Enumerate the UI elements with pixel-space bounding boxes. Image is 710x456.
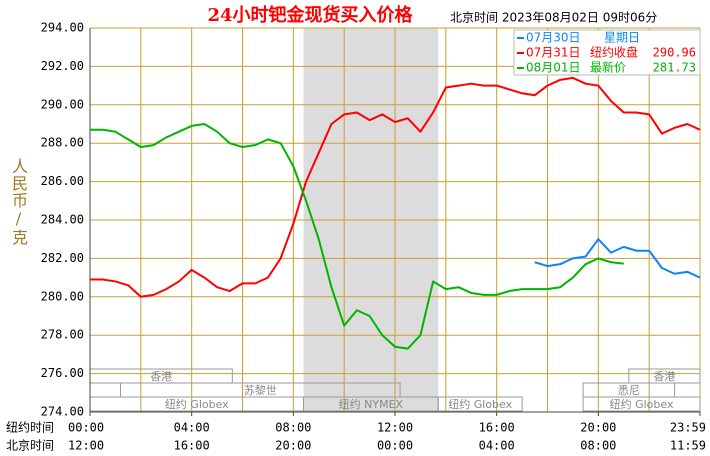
x-tick-label-beijing: 00:00 <box>377 439 413 453</box>
y-tick-label: 282.00 <box>41 251 84 265</box>
x-tick-label-beijing: 04:00 <box>479 439 515 453</box>
y-tick-label: 280.00 <box>41 289 84 303</box>
legend-box <box>513 29 701 76</box>
session-label: 香港 <box>150 370 172 383</box>
y-tick-label: 288.00 <box>41 136 84 150</box>
x-tick-label: 16:00 <box>479 421 515 435</box>
chart-title: 24小时钯金现货买入价格 <box>207 4 413 26</box>
y-tick-label: 274.00 <box>41 405 84 419</box>
x-tick-label-beijing: 20:00 <box>275 439 311 453</box>
legend-name: 07月30日 <box>526 31 581 45</box>
session-label: 纽约 NYMEX <box>339 397 404 411</box>
session-box <box>437 396 523 412</box>
x-tick-label-beijing: 12:00 <box>68 439 104 453</box>
series-line <box>534 238 701 279</box>
session-label: 纽约 Globex <box>610 397 674 411</box>
legend-note: 星期日 <box>604 31 640 45</box>
legend-note: 纽约收盘 <box>590 45 638 60</box>
y-tick-label: 276.00 <box>41 366 84 380</box>
session-box <box>582 396 701 412</box>
y-axis-label: 人民币/克 <box>9 158 28 246</box>
series-line <box>90 123 624 350</box>
x-tick-label: 20:00 <box>580 421 616 435</box>
subtitle: 北京时间 2023年08月02日 09时06分 <box>450 11 657 25</box>
legend-name: 07月31日 <box>526 46 581 60</box>
session-label: 纽约 Globex <box>165 397 229 411</box>
session-label: 香港 <box>653 370 675 383</box>
x-tick-label-beijing: 11:59 <box>670 439 706 453</box>
legend: 07月30日 星期日 07月31日 纽约收盘 290.96 08月01日 最新价 281.73 <box>513 29 701 76</box>
series-line <box>90 76 701 298</box>
legend-price: 281.73 <box>653 61 696 75</box>
x-tick-label-beijing: 08:00 <box>580 439 616 453</box>
legend-name: 08月01日 <box>526 61 581 75</box>
y-tick-label: 294.00 <box>41 21 84 35</box>
x-tick-label: 08:00 <box>275 421 311 435</box>
y-tick-label: 292.00 <box>41 59 84 73</box>
y-tick-label: 284.00 <box>41 213 84 227</box>
y-tick-label: 278.00 <box>41 328 84 342</box>
x-tick-label: 23:59 <box>670 421 706 435</box>
x-tick-label: 04:00 <box>174 421 210 435</box>
x-row-label: 纽约时间 <box>6 420 54 435</box>
legend-note: 最新价 <box>590 60 626 75</box>
y-tick-label: 290.00 <box>41 97 84 111</box>
session-box <box>628 368 701 384</box>
session-label: 纽约 Globex <box>448 397 512 411</box>
x-tick-label: 00:00 <box>68 421 104 435</box>
x-tick-label: 12:00 <box>377 421 413 435</box>
legend-price: 290.96 <box>653 46 696 60</box>
session-label: 苏黎世 <box>244 383 277 397</box>
session-label: 悉尼 <box>618 384 640 397</box>
x-tick-label-beijing: 16:00 <box>174 439 210 453</box>
x-row-label: 北京时间 <box>6 439 54 453</box>
y-tick-label: 286.00 <box>41 174 84 188</box>
